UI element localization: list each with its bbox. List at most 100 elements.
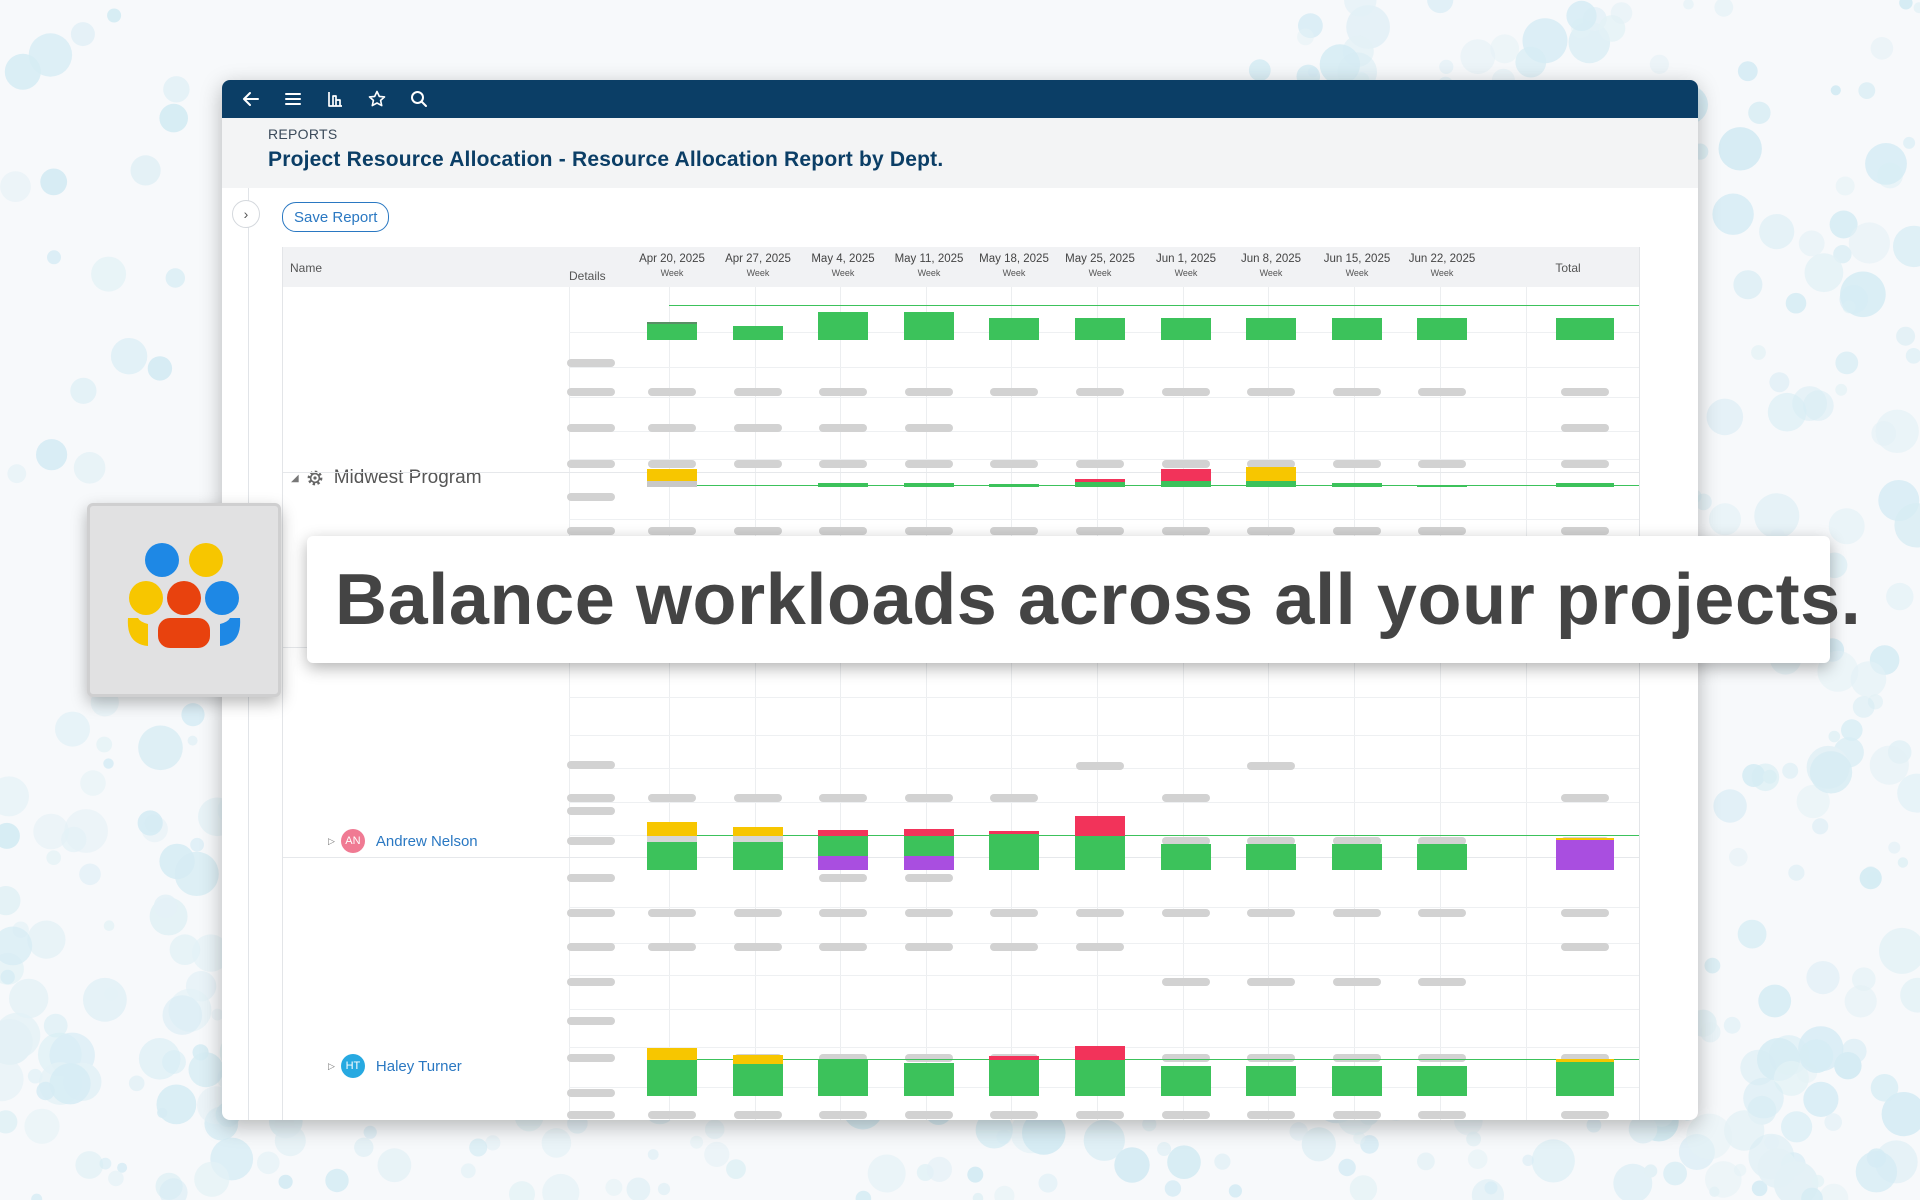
background-dot	[46, 850, 61, 865]
background-dot	[363, 1125, 377, 1139]
menu-icon[interactable]	[272, 80, 314, 118]
value-placeholder	[905, 424, 953, 432]
background-dot	[994, 1185, 1015, 1200]
collapse-caret-icon[interactable]: ◢	[291, 472, 299, 484]
row-divider	[569, 459, 1639, 460]
background-dot	[1830, 85, 1841, 96]
back-arrow-icon[interactable]	[230, 80, 272, 118]
background-dot	[926, 1156, 953, 1182]
save-report-button[interactable]: Save Report	[282, 202, 390, 232]
week-date: May 25, 2025	[1065, 253, 1135, 265]
background-dot	[47, 250, 61, 265]
row-divider	[569, 397, 1639, 398]
week-sub-label: Week	[1430, 268, 1454, 278]
value-placeholder	[1247, 388, 1295, 396]
column-divider	[569, 287, 570, 1120]
expand-panel-button[interactable]: ›	[232, 200, 260, 228]
section-divider	[283, 472, 1639, 473]
background-dot	[274, 1125, 306, 1157]
value-placeholder	[1561, 527, 1609, 535]
background-dot	[9, 978, 49, 1019]
search-icon[interactable]	[398, 80, 440, 118]
column-divider	[1526, 287, 1527, 1120]
week-column-header: May 4, 2025 Week	[801, 253, 885, 278]
background-dot	[1751, 763, 1780, 792]
value-placeholder	[990, 527, 1038, 535]
background-dot	[605, 1178, 623, 1196]
background-dot	[1743, 1077, 1784, 1119]
allocation-bar	[733, 827, 783, 836]
group-row-midwest-program[interactable]: ◢ Midwest Program	[291, 467, 482, 489]
reports-icon[interactable]	[314, 80, 356, 118]
capacity-line	[669, 835, 1639, 836]
row-divider	[569, 519, 1639, 520]
value-placeholder	[648, 388, 696, 396]
star-icon[interactable]	[356, 80, 398, 118]
background-dot	[187, 735, 198, 746]
background-dot	[1796, 784, 1830, 819]
value-placeholder	[1418, 460, 1466, 468]
value-placeholder	[1247, 978, 1295, 986]
person-name[interactable]: Haley Turner	[375, 1057, 462, 1075]
person-row-andrew-nelson[interactable]: ▷ AN Andrew Nelson	[328, 829, 478, 853]
background-dot	[1737, 61, 1758, 82]
value-placeholder	[1247, 527, 1295, 535]
week-sub-label: Week	[746, 268, 770, 278]
background-dot	[162, 995, 203, 1035]
value-placeholder	[648, 527, 696, 535]
background-dot	[1903, 136, 1916, 149]
background-dot	[1142, 1117, 1157, 1132]
background-dot	[147, 356, 173, 381]
background-dot	[61, 826, 87, 853]
name-column-header[interactable]: Name	[290, 261, 323, 275]
expand-caret-icon[interactable]: ▷	[328, 1060, 335, 1071]
person-name[interactable]: Andrew Nelson	[375, 832, 478, 850]
week-sub-label: Week	[831, 268, 855, 278]
week-date: Jun 1, 2025	[1155, 253, 1217, 265]
allocation-bar	[989, 484, 1039, 487]
background-dot	[0, 926, 33, 966]
allocation-bar	[1246, 481, 1296, 487]
breadcrumb[interactable]: REPORTS	[268, 126, 338, 142]
allocation-bar	[904, 829, 954, 836]
allocation-bar	[733, 1055, 783, 1064]
background-dot	[96, 736, 113, 753]
allocation-bar	[989, 1060, 1039, 1096]
details-placeholder	[567, 424, 615, 432]
row-divider	[569, 431, 1639, 432]
background-dot	[103, 758, 114, 769]
value-placeholder	[1247, 837, 1295, 845]
background-dot	[1757, 1148, 1798, 1188]
background-dot	[1586, 1117, 1602, 1133]
background-dot	[99, 1157, 112, 1170]
row-divider	[569, 697, 1639, 698]
background-dot	[70, 377, 97, 404]
background-dot	[1427, 0, 1454, 14]
background-dot	[75, 1151, 104, 1179]
value-placeholder	[1333, 837, 1381, 845]
week-column-header: Jun 8, 2025 Week	[1229, 253, 1313, 278]
background-dot	[704, 1119, 725, 1140]
background-dot	[1803, 1081, 1839, 1117]
background-dot	[1301, 1127, 1336, 1162]
person-row-haley-turner[interactable]: ▷ HT Haley Turner	[328, 1054, 462, 1078]
value-placeholder	[905, 874, 953, 882]
background-dot	[975, 1111, 1013, 1149]
background-dot	[1899, 0, 1913, 10]
allocation-bar	[1556, 483, 1614, 487]
group-name: Midwest Program	[333, 467, 482, 488]
value-placeholder	[1076, 527, 1124, 535]
allocation-bar	[989, 318, 1039, 340]
allocation-bar	[1161, 481, 1211, 487]
background-dot	[107, 8, 122, 23]
background-dot	[36, 439, 68, 471]
expand-caret-icon[interactable]: ▷	[328, 835, 335, 846]
column-divider	[1440, 287, 1441, 1120]
background-dot	[188, 1052, 224, 1088]
value-placeholder	[990, 943, 1038, 951]
details-placeholder	[567, 943, 615, 951]
background-dot	[1644, 1164, 1658, 1178]
allocation-bar	[647, 842, 697, 870]
value-placeholder	[819, 943, 867, 951]
avatar: HT	[340, 1054, 365, 1078]
